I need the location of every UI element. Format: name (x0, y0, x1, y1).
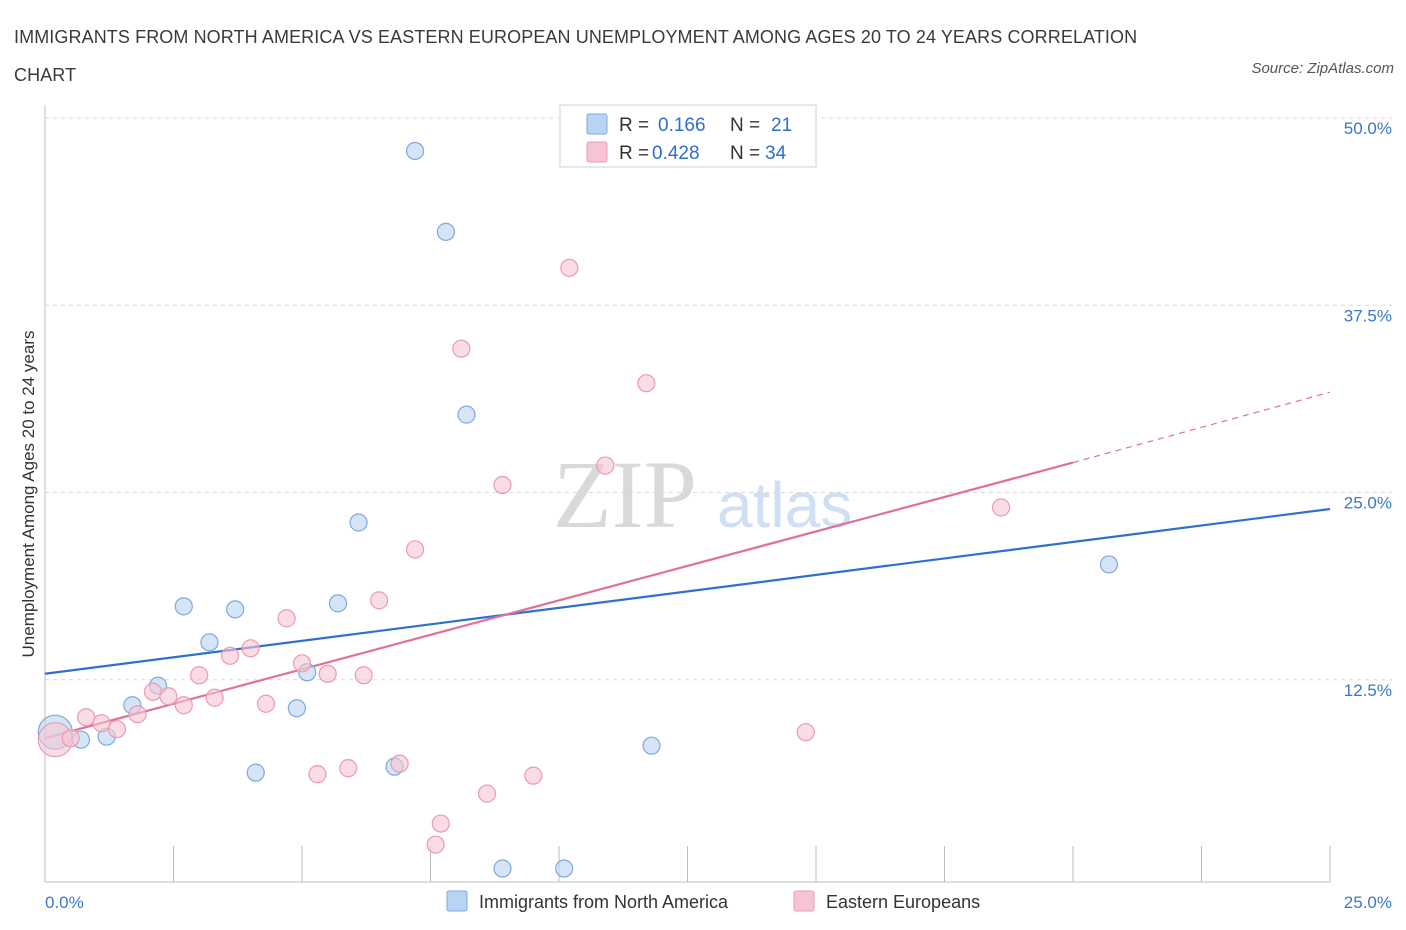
pink-point-21 (390, 754, 409, 773)
watermark-atlas: atlas (717, 469, 852, 541)
blue-point-11 (328, 594, 348, 613)
pink-point-20 (370, 591, 389, 610)
legend-r-value-pink: 0.428 (652, 143, 700, 164)
pink-point-17 (318, 664, 337, 683)
data-points (37, 141, 1119, 878)
pink-point-23 (431, 814, 450, 833)
legend-box: R = 0.166 N = 21 R = 0.428 N = 34 (559, 104, 817, 168)
blue-point-20 (1099, 555, 1119, 574)
y-tick-label-2: 37.5% (1344, 306, 1392, 325)
y-axis-label: Unemployment Among Ages 20 to 24 years (19, 331, 38, 658)
bottom-legend-swatch-blue (446, 890, 468, 912)
pink-point-15 (292, 654, 312, 673)
legend-r-label-pink: R = (619, 143, 649, 164)
pink-point-4 (107, 720, 127, 739)
pink-point-27 (493, 475, 512, 495)
blue-point-18 (555, 859, 574, 878)
pink-point-9 (190, 666, 209, 685)
watermark-zip: ZIP (553, 441, 697, 548)
blue-point-8 (246, 763, 265, 782)
pink-point-11 (220, 646, 240, 665)
pink-point-3 (92, 714, 111, 733)
legend-r-value-blue: 0.166 (658, 115, 706, 136)
pink-point-14 (277, 609, 296, 628)
y-tick-label-0: 12.5% (1344, 681, 1392, 700)
pink-point-16 (308, 765, 327, 784)
x-tick-label-max: 25.0% (1344, 893, 1392, 912)
bottom-legend-swatch-pink (793, 890, 815, 912)
pink-point-33 (991, 498, 1011, 517)
y-tick-labels: 12.5% 25.0% 37.5% 50.0% (1344, 119, 1392, 700)
pink-point-30 (596, 456, 615, 475)
legend-swatch-blue (586, 113, 608, 135)
pink-point-19 (354, 666, 373, 685)
pink-point-12 (241, 639, 260, 658)
bottom-legend-label-blue: Immigrants from North America (479, 892, 729, 912)
gridlines (45, 117, 1392, 681)
bottom-legend-label-pink: Eastern Europeans (826, 892, 980, 912)
legend-n-label-pink: N = (730, 143, 760, 164)
y-tick-label-1: 25.0% (1344, 494, 1392, 513)
legend-n-value-pink: 34 (765, 143, 787, 164)
legend-swatch-pink (586, 141, 608, 163)
pink-point-26 (477, 784, 497, 803)
blue-point-19 (642, 736, 661, 755)
blue-point-14 (405, 141, 425, 161)
pink-point-2 (77, 708, 96, 727)
pink-point-28 (524, 766, 543, 785)
blue-point-17 (493, 859, 512, 878)
pink-point-7 (159, 687, 178, 706)
pink-point-1 (61, 729, 80, 748)
blue-point-5 (174, 597, 193, 616)
blue-point-7 (226, 600, 245, 619)
pink-point-18 (339, 759, 358, 778)
pink-point-6 (143, 682, 163, 701)
pink-point-32 (796, 723, 815, 742)
blue-point-12 (349, 513, 368, 532)
pink-trend-extension (1072, 391, 1331, 464)
legend-n-label-blue: N = (730, 115, 760, 136)
pink-point-22 (405, 540, 425, 559)
blue-point-15 (436, 222, 456, 241)
x-tick-label-min: 0.0% (45, 893, 84, 912)
legend-n-value-blue: 21 (771, 115, 792, 136)
pink-point-29 (560, 258, 579, 277)
pink-point-13 (256, 694, 276, 713)
pink-point-31 (637, 374, 656, 393)
source-credit: Source: ZipAtlas.com (1251, 60, 1394, 77)
chart-title: IMMIGRANTS FROM NORTH AMERICA VS EASTERN… (14, 27, 1138, 85)
pink-point-10 (205, 688, 224, 707)
bottom-legend: Immigrants from North America Eastern Eu… (446, 890, 980, 912)
pink-point-8 (174, 696, 193, 715)
x-ticks (44, 846, 1331, 882)
pink-point-5 (128, 705, 147, 724)
blue-point-6 (200, 633, 219, 652)
pink-point-25 (452, 339, 471, 358)
pink-point-24 (426, 835, 445, 854)
legend-r-label-blue: R = (619, 115, 649, 136)
blue-point-16 (457, 405, 476, 424)
blue-point-9 (287, 699, 306, 718)
y-tick-label-3: 50.0% (1344, 119, 1392, 138)
